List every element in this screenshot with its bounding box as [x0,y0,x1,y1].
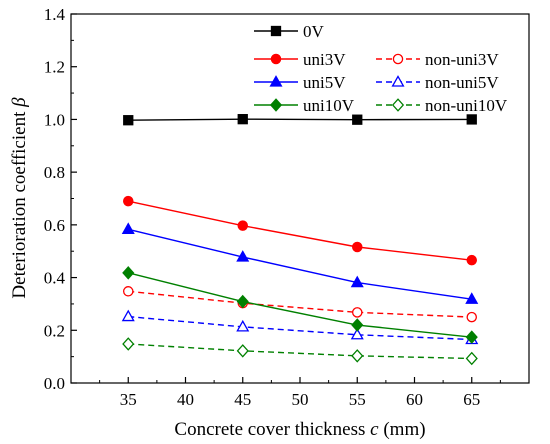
legend-entry-0v: 0V [254,22,325,41]
y-axis-ticks: 0.0 0.2 0.4 0.6 0.8 1.0 1.2 1.4 [44,5,77,393]
data-point-uni10v [351,318,364,332]
x-tick-label: 60 [406,390,423,409]
x-axis-ticks: 35 40 45 50 55 60 65 [99,377,501,409]
data-point-non-uni5v [121,309,135,322]
legend-entry-uni10v: uni10V [254,96,355,115]
series-line-non-uni5v [128,315,472,341]
legend-label-uni3v: uni3V [303,50,346,69]
series-0v [123,114,477,126]
data-point-non-uni10v [351,349,364,363]
legend-marker-non-uni10v [391,98,405,112]
y-tick-label: 1.0 [44,110,65,129]
data-point-0v [237,114,248,125]
y-tick-label: 1.4 [44,5,66,24]
legend: 0V uni3V non-uni3V uni5V non-uni5V uni10V non-… [254,22,508,115]
data-point-uni5v [465,292,479,304]
y-tick-label: 0.8 [44,163,65,182]
data-point-uni5v [121,222,135,234]
data-point-0v [352,114,363,125]
x-tick-label: 55 [349,390,366,409]
data-point-0v [123,115,134,126]
data-point-uni10v [236,294,249,309]
legend-label-uni10v: uni10V [303,96,355,115]
legend-marker-non-uni5v [391,75,405,87]
data-point-uni3v [237,220,248,231]
plot-frame [70,13,530,384]
x-tick-label: 35 [120,390,137,409]
series-line-0v [128,118,472,121]
legend-label-non-uni5v: non-uni5V [425,73,499,92]
series-line-uni5v [128,228,472,300]
x-tick-label: 65 [463,390,480,409]
x-tick-label: 50 [292,390,309,409]
legend-entry-non-uni5v: non-uni5V [376,73,499,92]
data-point-uni10v [465,330,478,344]
data-point-non-uni3v [123,286,134,297]
data-point-uni3v [351,241,363,253]
series-line-uni10v [128,272,472,338]
y-tick-label: 0.6 [44,216,65,235]
legend-marker-non-uni3v [392,53,404,65]
legend-entry-non-uni3v: non-uni3V [376,50,499,69]
data-point-uni5v [350,275,364,288]
series-line-non-uni10v [128,343,472,360]
series-non-uni10v [122,337,478,366]
legend-entry-uni5v: uni5V [254,73,346,92]
data-point-uni3v [123,195,134,207]
data-point-non-uni3v [351,307,363,318]
data-point-non-uni3v [466,311,477,323]
x-axis-label: Concrete cover thickness c (mm) [174,419,425,440]
legend-marker-uni5v [269,75,283,87]
y-tick-label: 0.0 [44,374,65,393]
y-tick-label: 0.4 [44,269,66,288]
y-axis-label: Deterioration coefficient β [9,97,30,299]
x-tick-label: 40 [177,390,194,409]
data-point-non-uni5v [236,319,250,332]
plot-marks [121,114,479,366]
data-point-non-uni10v [465,351,478,366]
legend-marker-uni10v [269,98,283,112]
series-line-non-uni3v [128,290,472,318]
series-line-uni3v [128,200,472,261]
data-point-non-uni5v [350,327,364,340]
data-point-0v [466,114,477,125]
legend-label-non-uni10v: non-uni10V [425,96,508,115]
legend-label-non-uni3v: non-uni3V [425,50,499,69]
series-uni3v [123,195,477,266]
data-point-uni5v [236,250,250,262]
data-point-non-uni10v [122,337,135,351]
x-tick-label: 45 [234,390,251,409]
legend-entry-non-uni10v: non-uni10V [376,96,508,115]
data-point-non-uni10v [236,344,249,358]
legend-marker-0v [270,25,282,37]
legend-label-0v: 0V [303,22,325,41]
series-uni5v [121,222,479,304]
data-point-uni3v [466,254,477,266]
legend-entry-uni3v: uni3V [254,50,346,69]
legend-label-uni5v: uni5V [303,73,346,92]
y-tick-label: 1.2 [44,58,65,77]
series-non-uni5v [121,309,479,345]
series-uni10v [122,266,478,344]
legend-marker-uni3v [270,53,282,65]
data-point-uni10v [122,266,135,280]
y-tick-label: 0.2 [44,321,65,340]
